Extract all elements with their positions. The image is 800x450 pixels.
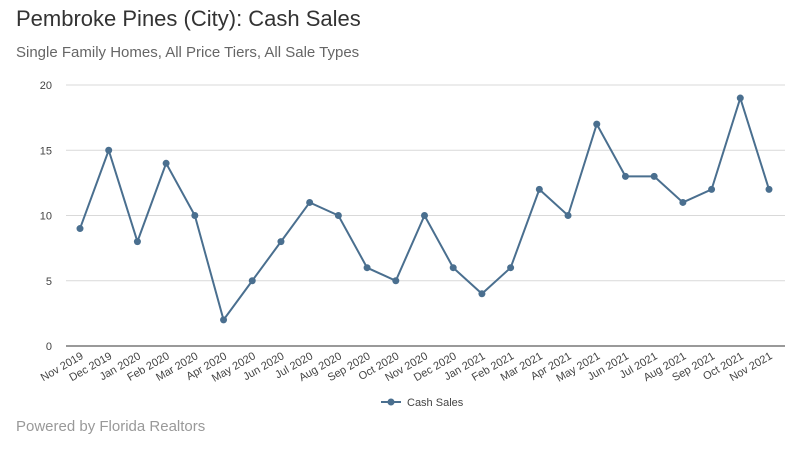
y-tick-label: 10 [40, 211, 52, 223]
data-point [449, 264, 457, 272]
data-point [650, 172, 658, 180]
data-point [76, 225, 84, 233]
data-point [478, 290, 486, 298]
data-point [507, 264, 515, 272]
y-tick-label: 20 [40, 80, 52, 92]
data-point [191, 212, 199, 219]
y-tick-label: 0 [46, 341, 52, 353]
data-point [708, 185, 716, 193]
data-point [248, 277, 256, 285]
data-point [765, 185, 773, 193]
data-point [306, 198, 314, 206]
data-point [564, 212, 572, 219]
data-point [736, 94, 744, 102]
data-point [220, 316, 228, 324]
data-point [133, 238, 141, 246]
data-point [593, 120, 601, 128]
y-tick-label: 15 [40, 145, 52, 157]
chart-subtitle: Single Family Homes, All Price Tiers, Al… [16, 44, 360, 61]
data-point [363, 264, 371, 272]
credit-text[interactable]: Powered by Florida Realtors [16, 418, 206, 435]
data-point [392, 277, 400, 285]
data-point [421, 212, 428, 219]
legend-marker [387, 398, 395, 406]
data-point [679, 198, 687, 206]
data-point [535, 185, 543, 193]
y-tick-label: 5 [46, 276, 52, 288]
chart-title: Pembroke Pines (City): Cash Sales [16, 6, 361, 31]
data-point [334, 212, 342, 219]
data-point [621, 172, 629, 180]
legend-label: Cash Sales [407, 397, 464, 409]
data-point [277, 238, 285, 246]
series-line [79, 94, 770, 323]
data-point [105, 146, 113, 154]
data-point [162, 159, 170, 167]
